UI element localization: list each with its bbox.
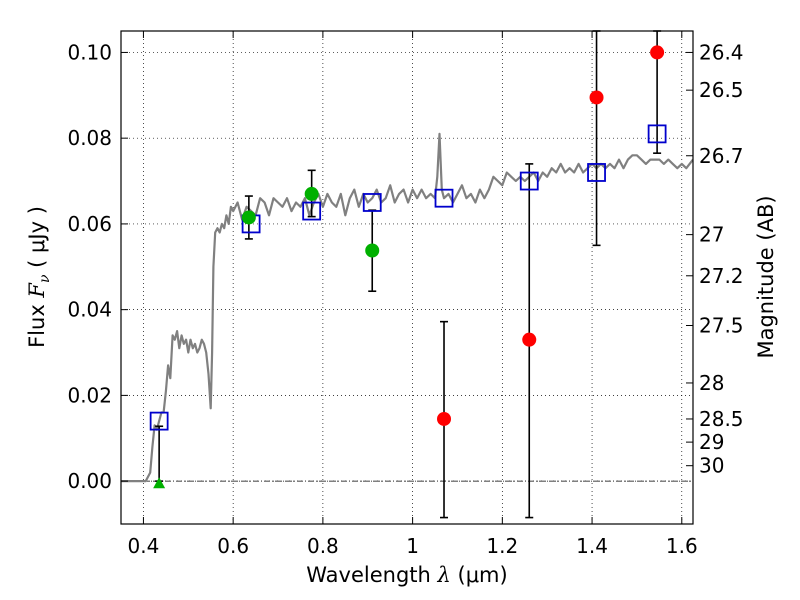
x-tick-label: 0.6 [217, 534, 249, 558]
y-tick-label: 0.06 [67, 212, 112, 236]
circle-marker [650, 45, 665, 60]
y2-tick-label: 27.2 [699, 264, 744, 288]
data-layer [121, 132, 693, 483]
y-axis-title: Flux Fν ( μJy ) [25, 206, 53, 348]
grid-lines [121, 31, 693, 524]
x-tick-label: 1.6 [666, 534, 698, 558]
y2-tick-label: 27.5 [699, 314, 744, 338]
y-tick-label: 0.02 [67, 383, 112, 407]
circle-marker [241, 210, 256, 225]
y-axis-title-subscript: ν [37, 274, 53, 283]
y2-tick-label: 26.5 [699, 78, 744, 102]
x-tick-label: 0.4 [128, 534, 160, 558]
axis-layer: 0.4 0.6 0.8 1 1.2 1.4 1.6 0.00 0.02 0.04 0.06 0.08 0… [67, 31, 744, 558]
y2-tick-label: 26.7 [699, 144, 744, 168]
plot-frame [120, 30, 694, 525]
triangle-marker [153, 477, 166, 489]
x-tick-label: 1 [406, 534, 419, 558]
y2-tick-label: 27 [699, 223, 724, 247]
y-tick-label: 0.10 [67, 40, 112, 64]
x-tick-label: 1.4 [576, 534, 608, 558]
x-axis-title-unit: (μm) [451, 563, 508, 587]
x-tick-label: 1.2 [486, 534, 518, 558]
y2-tick-label: 26.4 [699, 40, 744, 64]
y2-tick-label: 30 [699, 454, 724, 478]
circle-marker [365, 243, 380, 258]
circle-marker [589, 90, 604, 105]
y-tick-label: 0.04 [67, 298, 112, 322]
y2-tick-label: 28 [699, 371, 724, 395]
square-marker [302, 201, 322, 221]
y2-axis-title: Magnitude (AB) [754, 195, 778, 358]
y-tick-label: 0.00 [67, 469, 112, 493]
x-axis-title: Wavelength λ (μm) [306, 563, 507, 587]
x-tick-label: 0.8 [307, 534, 339, 558]
circle-marker [522, 332, 537, 347]
plot-background [121, 31, 693, 524]
square-marker [434, 188, 454, 208]
y2-tick-label: 28.5 [699, 407, 744, 431]
square-marker [587, 163, 606, 182]
y2-tick-label: 29 [699, 430, 724, 454]
square-marker [149, 411, 169, 431]
square-marker [519, 171, 539, 191]
y-axis-title-unit: ( μJy ) [25, 206, 49, 274]
circle-marker [304, 186, 319, 201]
y-axis-title-symbol: F [25, 282, 49, 299]
x-axis-title-symbol: λ [437, 563, 451, 587]
marker-layer [149, 30, 667, 519]
x-axis-title-prefix: Wavelength [306, 563, 437, 587]
model-spectrum-line [121, 132, 693, 483]
square-marker [362, 193, 382, 212]
circle-marker [437, 411, 452, 426]
square-marker [647, 124, 667, 144]
y-tick-label: 0.08 [67, 126, 112, 150]
y-axis-title-prefix: Flux [25, 298, 49, 348]
